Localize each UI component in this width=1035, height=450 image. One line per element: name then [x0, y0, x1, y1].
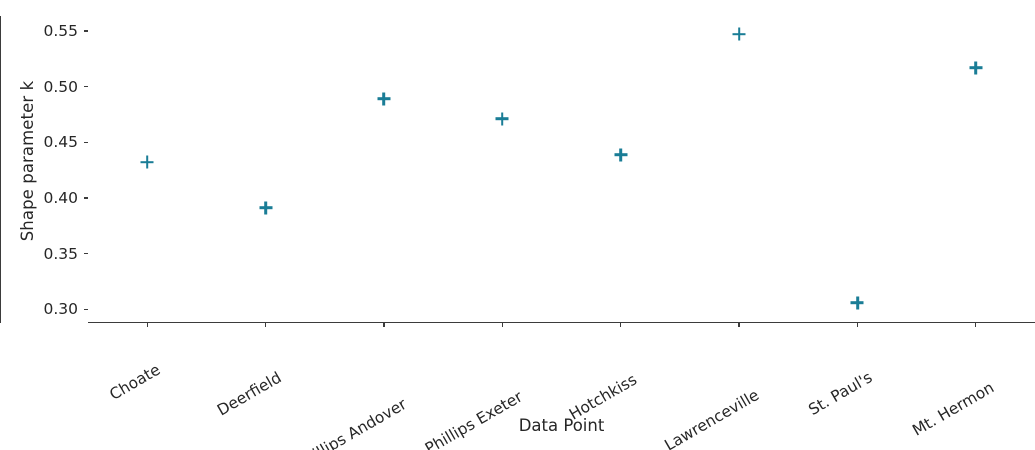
x-axis-tick [738, 322, 740, 328]
x-axis-tick [975, 322, 977, 328]
y-axis-tick-label: 0.50 [43, 77, 78, 96]
x-axis-tick [383, 322, 385, 328]
data-point-marker [496, 112, 509, 125]
y-axis-tick [83, 86, 88, 88]
x-axis-tick-label: St. Paul's [805, 368, 876, 419]
y-axis-tick-label: 0.30 [43, 300, 78, 319]
data-point-marker [733, 28, 746, 41]
y-axis-tick-label: 0.55 [43, 22, 78, 41]
y-axis-label: Shape parameter k [17, 80, 37, 242]
y-axis-tick-label: 0.40 [43, 188, 78, 207]
y-axis-tick-label: 0.45 [43, 133, 78, 152]
y-axis-tick [83, 252, 88, 255]
data-point-marker [377, 92, 390, 105]
y-axis-tick-label: 0.35 [43, 244, 78, 263]
x-axis-label: Data Point [518, 416, 605, 435]
data-point-marker [259, 201, 272, 214]
x-axis-tick [620, 322, 622, 328]
x-axis-tick [501, 322, 503, 328]
y-axis-tick [83, 30, 88, 32]
y-axis-tick [83, 308, 88, 310]
y-axis-tick [83, 197, 88, 199]
x-axis-spine [88, 321, 1035, 323]
x-axis-tick [856, 322, 859, 328]
x-axis-tick [146, 322, 148, 328]
x-axis-tick-label: Deerfield [213, 368, 285, 420]
y-axis-tick [83, 141, 88, 143]
data-point-marker [851, 296, 864, 309]
x-axis-tick-label: Mt. Hermon [909, 378, 998, 440]
data-point-marker [614, 148, 627, 161]
data-point-marker [141, 156, 154, 169]
x-axis-tick [264, 322, 267, 328]
data-point-marker [969, 61, 982, 74]
y-axis-spine [0, 16, 2, 323]
x-axis-tick-label: Choate [106, 360, 164, 404]
x-axis-tick-label: Hotchkiss [565, 370, 640, 424]
